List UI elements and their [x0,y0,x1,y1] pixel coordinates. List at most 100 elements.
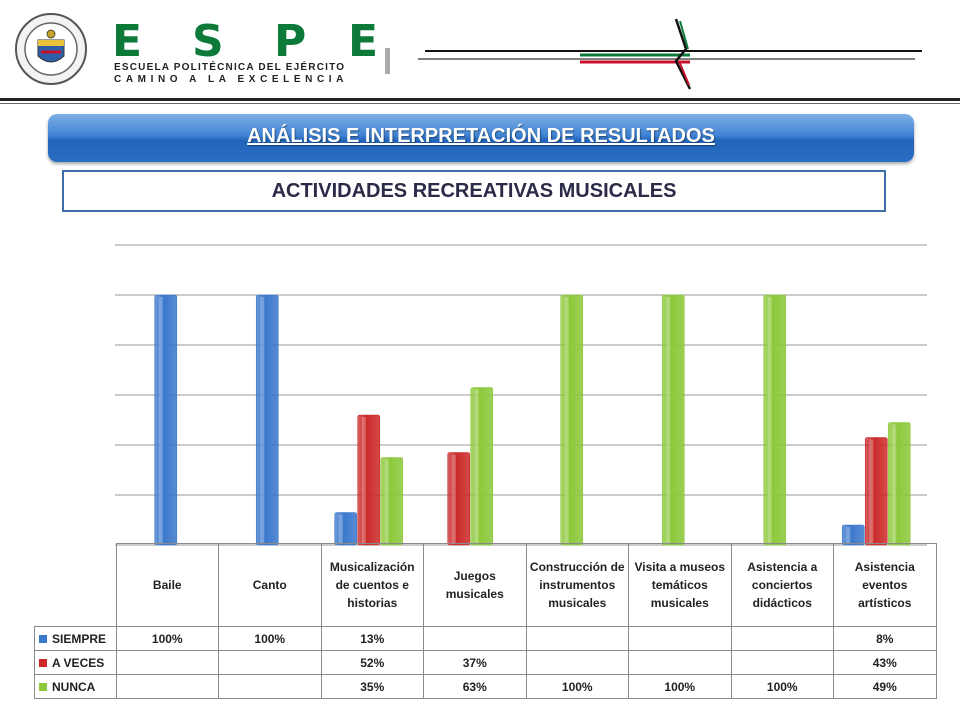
legend-entry: NUNCA [34,674,117,699]
logo-letter-p: P [274,16,307,67]
data-label [423,626,527,651]
category-label-text: Asistencia a conciertos didácticos [747,560,818,610]
category-label-text: Canto [252,578,287,592]
bar-highlight [666,297,671,543]
bar-nunca-6 [763,294,787,546]
legend-label: NUNCA [52,679,96,694]
bar-chart [115,244,927,546]
bar-siempre-0 [154,294,178,546]
data-label: 37% [423,650,527,675]
bar-highlight [474,389,479,543]
legend-key-icon [39,683,47,692]
bar-nunca-3 [470,387,494,546]
bar-highlight [767,297,772,543]
category-label: Baile [115,543,219,627]
bar-highlight [564,297,569,543]
bar-highlight [892,424,897,543]
espe-seal-icon [15,13,87,85]
header: E S P E ESCUELA POLITÉCNICA DEL EJÉRCITO… [0,0,960,104]
legend-entry: A VECES [34,650,117,675]
data-label: 100% [730,674,834,699]
table-row: NUNCA 35% 63% 100% 100% 100% 49% [34,674,937,699]
category-label: Canto [218,543,322,627]
data-label: 35% [320,674,424,699]
data-label: 13% [320,626,424,651]
data-label [115,674,219,699]
logo-letters: E S P E [112,16,392,67]
data-label: 43% [833,650,937,675]
data-label [525,626,629,651]
data-label [730,626,834,651]
bar-highlight [361,417,366,543]
data-label [218,650,322,675]
header-decorative-lines-icon [418,18,922,90]
legend-label: SIEMPRE [52,631,107,646]
header-rule [0,98,960,101]
table-row: A VECES 52% 37% 43% [34,650,937,675]
data-label [525,650,629,675]
data-label [628,650,732,675]
category-label-text: Juegos musicales [445,569,504,601]
bar-nunca-4 [560,294,584,546]
data-label [115,650,219,675]
bar-highlight [384,459,389,543]
data-label: 100% [628,674,732,699]
table-corner [34,543,117,627]
bar-highlight [846,527,851,543]
bar-a-veces-3 [447,452,471,546]
espe-logo: E S P E ESCUELA POLITÉCNICA DEL EJÉRCITO… [112,16,392,85]
data-label: 8% [833,626,937,651]
legend-key-icon [39,659,47,668]
bar-highlight [260,297,265,543]
data-label: 100% [525,674,629,699]
bar-a-veces-2 [357,414,381,546]
data-label: 63% [423,674,527,699]
chart-data-table: Baile Canto Musicalización de cuentos e hi… [34,543,937,699]
bar-siempre-7 [841,524,865,546]
legend-key-icon [39,635,47,644]
bar-a-veces-7 [864,437,888,546]
data-label [628,626,732,651]
table-row: SIEMPRE 100% 100% 13% 8% [34,626,937,651]
bar-siempre-2 [334,512,358,546]
banner-title: ANÁLISIS E INTERPRETACIÓN DE RESULTADOS [247,125,715,147]
data-label [218,674,322,699]
bar-nunca-7 [887,422,911,546]
category-label: Juegos musicales [423,543,527,627]
category-label: Asistencia eventos artísticos [833,543,937,627]
logo-divider [385,48,390,74]
bar-highlight [869,439,874,543]
logo-tagline-line2: CAMINO A LA EXCELENCIA [114,74,348,85]
bar-highlight [451,454,456,543]
category-label-text: Musicalización de cuentos e historias [329,560,415,610]
category-label: Asistencia a conciertos didácticos [730,543,834,627]
subtitle-box: ACTIVIDADES RECREATIVAS MUSICALES [62,170,886,212]
bar-siempre-1 [255,294,279,546]
data-label [730,650,834,675]
legend-label: A VECES [52,655,105,670]
bar-nunca-2 [380,457,404,546]
category-label-text: Construcción de instrumentos musicales [529,560,625,610]
category-label-text: Asistencia eventos artísticos [854,560,915,610]
bar-highlight [158,297,163,543]
bar-nunca-5 [661,294,685,546]
logo-letter-e2: E [348,16,379,67]
data-label: 49% [833,674,937,699]
logo-tagline-line1: ESCUELA POLITÉCNICA DEL EJÉRCITO [114,62,346,73]
category-label: Visita a museos temáticos musicales [628,543,732,627]
category-label-text: Baile [152,578,182,592]
category-label: Construcción de instrumentos musicales [525,543,629,627]
logo-letter-e1: E [112,16,143,67]
data-label: 100% [218,626,322,651]
logo-letter-s: S [192,16,224,67]
category-label: Musicalización de cuentos e historias [320,543,424,627]
data-label: 100% [115,626,219,651]
legend-entry: SIEMPRE [34,626,117,651]
chart-subtitle: ACTIVIDADES RECREATIVAS MUSICALES [271,180,677,202]
header-rule-thin [0,103,960,104]
category-label-text: Visita a museos temáticos musicales [634,560,726,610]
bar-highlight [338,514,343,543]
data-label: 52% [320,650,424,675]
table-header-row: Baile Canto Musicalización de cuentos e hi… [34,543,937,627]
section-banner: ANÁLISIS E INTERPRETACIÓN DE RESULTADOS [48,114,914,162]
